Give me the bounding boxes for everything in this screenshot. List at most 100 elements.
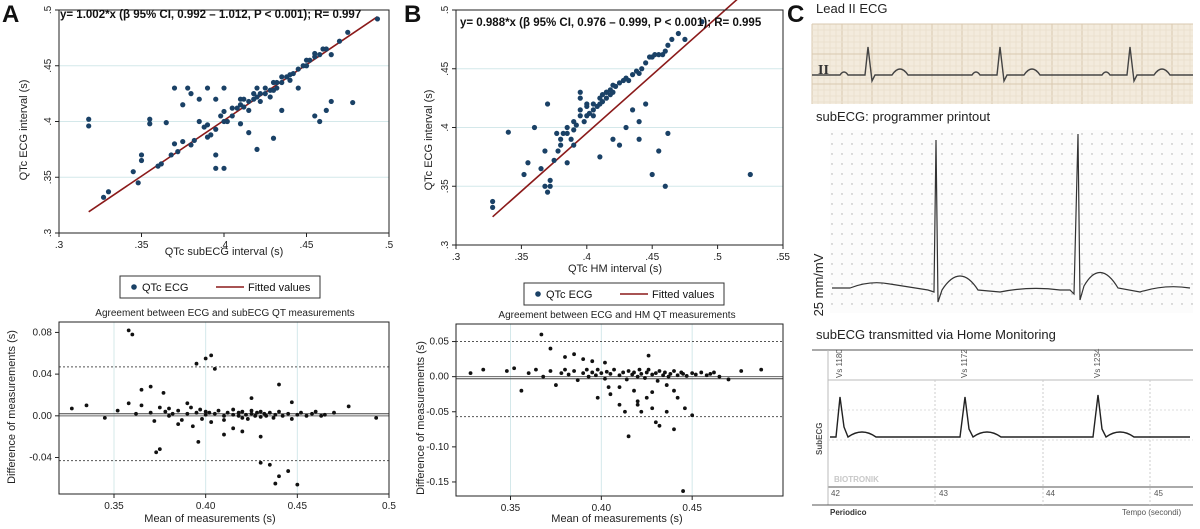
data-point: [249, 408, 254, 413]
data-point: [635, 399, 640, 404]
data-point: [222, 418, 226, 422]
data-point: [234, 105, 240, 111]
data-point: [650, 406, 655, 411]
data-point: [203, 412, 208, 417]
data-point: [512, 366, 517, 371]
data-point: [246, 130, 252, 136]
data-point: [632, 388, 636, 393]
data-point: [650, 372, 655, 377]
data-point: [586, 110, 593, 116]
data-point: [254, 85, 260, 91]
data-point: [328, 98, 334, 105]
panel-b-legend-points: QTc ECG: [546, 289, 592, 301]
data-point: [209, 353, 214, 358]
printout-strip: 25 mm/mV: [811, 130, 1193, 316]
data-point: [672, 388, 676, 393]
data-point: [505, 129, 511, 135]
data-point: [336, 38, 343, 44]
data-point: [279, 74, 285, 80]
data-point: [544, 189, 551, 195]
data-point: [534, 367, 538, 372]
data-point: [216, 408, 221, 413]
data-point: [548, 346, 553, 351]
x-tick-label: .3: [452, 252, 461, 263]
data-point: [649, 171, 655, 178]
data-point: [158, 161, 164, 167]
tempo-label: Tempo (secondi): [1122, 508, 1181, 517]
data-point: [639, 66, 645, 72]
data-point: [608, 392, 613, 397]
data-point: [374, 16, 381, 22]
panel-a-scatter-plot: .3 .35 .4 .45 .5 .3 .35 .4 .45 .5 y= 1.002*x (β 95…: [43, 5, 394, 251]
data-point: [253, 413, 258, 418]
data-point: [231, 407, 236, 412]
x-tick-label: .5: [713, 252, 722, 263]
data-point: [180, 102, 186, 108]
data-point: [623, 124, 629, 131]
data-point: [267, 94, 273, 100]
data-point: [126, 401, 131, 406]
data-point: [693, 372, 698, 377]
data-point: [558, 142, 564, 148]
data-point: [254, 94, 260, 100]
data-point: [208, 132, 214, 138]
data-point: [241, 104, 247, 110]
x-tick-label: 0.45: [682, 503, 702, 514]
data-point: [468, 371, 473, 376]
hm-title: subECG transmitted via Home Monitoring: [816, 327, 1056, 342]
data-point: [200, 417, 204, 421]
data-point: [317, 52, 323, 58]
hm-paper: [812, 346, 1193, 510]
data-point: [538, 166, 544, 172]
panel-a-bland-altman-plot: -0.04 0.00 0.04 0.08 0.35 0.40 0.45 0.5: [29, 321, 396, 512]
data-point: [554, 383, 558, 387]
data-point: [690, 371, 695, 376]
y-tick-label: 0.00: [33, 411, 53, 422]
y-tick-label: -0.15: [426, 477, 449, 488]
data-point: [258, 434, 263, 439]
data-point: [542, 183, 548, 189]
data-point: [684, 374, 689, 378]
data-point: [581, 119, 587, 125]
data-point: [564, 160, 570, 166]
data-point: [328, 52, 334, 58]
data-point: [675, 373, 680, 378]
panel-b-ylabel: QTc ECG interval (s): [423, 90, 435, 191]
data-point: [644, 370, 649, 375]
data-point: [212, 411, 217, 416]
y-tick-label: 0.08: [33, 327, 53, 338]
data-point: [225, 410, 230, 415]
data-point: [249, 411, 254, 416]
data-point: [603, 95, 610, 101]
data-point: [599, 371, 604, 376]
data-point: [277, 474, 281, 479]
data-point: [196, 118, 202, 125]
data-point: [555, 148, 561, 154]
data-point: [86, 123, 92, 129]
data-point: [595, 395, 600, 400]
data-point: [481, 367, 486, 372]
y-tick-label: 0.04: [33, 369, 53, 380]
data-point: [521, 171, 527, 178]
data-point: [267, 410, 272, 415]
data-point: [196, 96, 202, 102]
data-point: [303, 63, 310, 69]
data-point: [100, 194, 107, 200]
data-point: [175, 149, 181, 155]
printout-title: subECG: programmer printout: [816, 109, 991, 124]
data-point: [577, 107, 583, 113]
data-point: [682, 36, 688, 42]
data-point: [519, 388, 524, 393]
data-point: [170, 411, 175, 416]
data-point: [643, 101, 649, 107]
data-point: [547, 183, 553, 189]
time-tick-42: 42: [831, 489, 840, 498]
data-point: [606, 385, 611, 390]
data-point: [542, 148, 548, 154]
panel-b-ba-title: Agreement between ECG and HM QT measurem…: [498, 310, 735, 321]
data-point: [139, 403, 144, 408]
data-point: [287, 77, 293, 83]
data-point: [207, 410, 212, 415]
data-point: [312, 50, 318, 57]
data-point: [675, 395, 680, 400]
